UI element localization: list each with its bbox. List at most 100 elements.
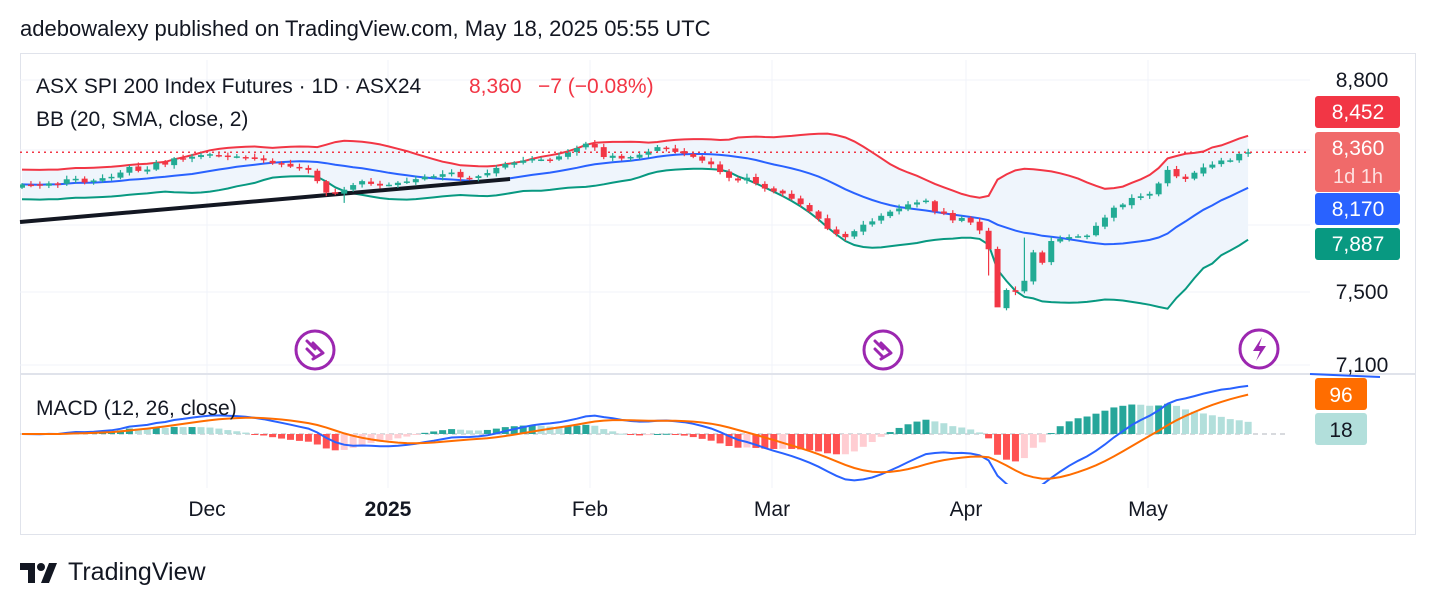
macd-histogram-bar: [967, 429, 975, 434]
candle-body: [1110, 207, 1117, 218]
time-tick-label: Dec: [188, 498, 225, 521]
macd-histogram-bar: [698, 434, 706, 439]
time-tick-label: Apr: [950, 498, 983, 521]
candle-body: [153, 162, 160, 170]
candle-body: [788, 193, 795, 199]
macd-histogram-bar: [1226, 419, 1234, 434]
macd-histogram-bar: [645, 434, 652, 436]
candle-body: [314, 170, 321, 182]
candle-body: [1075, 236, 1082, 238]
candle-body: [475, 176, 482, 178]
macd-histogram-bar: [385, 434, 393, 441]
macd-histogram-bar: [457, 429, 465, 434]
macd-histogram-bar: [752, 434, 760, 448]
lightning-icon[interactable]: [1238, 328, 1280, 370]
macd-histogram-bar: [850, 434, 858, 452]
candle-body: [394, 182, 401, 186]
candle-body: [403, 181, 410, 183]
candle-body: [690, 153, 697, 157]
forward-arrow-icon[interactable]: [294, 329, 336, 371]
candle-body: [359, 181, 366, 185]
candle-body: [556, 156, 562, 160]
macd-histogram-bar: [895, 427, 903, 434]
time-tick-label: Feb: [572, 498, 608, 521]
chart-frame: [20, 53, 1416, 535]
bb-indicator-label: BB (20, SMA, close, 2): [36, 108, 248, 131]
macd-histogram-bar: [913, 421, 921, 434]
macd-histogram-bar: [394, 434, 402, 439]
candle-body: [860, 224, 867, 232]
candle-body: [215, 155, 222, 157]
macd-histogram-bar: [376, 434, 384, 442]
candle-body: [448, 172, 455, 175]
macd-histogram-bar: [224, 430, 232, 434]
candle-body: [296, 166, 303, 169]
candle-body: [520, 160, 527, 163]
macd-histogram-bar: [904, 424, 912, 434]
macd-histogram-bar: [340, 434, 348, 450]
price-label-value: 8,170: [1332, 198, 1385, 221]
macd-histogram-bar: [1038, 434, 1046, 443]
macd-indicator-label: MACD (12, 26, close): [36, 397, 237, 420]
candle-body: [162, 161, 169, 165]
price-label-box: [1315, 96, 1400, 128]
macd-histogram-bar: [322, 434, 330, 449]
candle-body: [126, 166, 133, 173]
macd-histogram-bar: [680, 434, 688, 436]
macd-histogram-bar: [1056, 426, 1064, 434]
candle-body: [743, 177, 750, 181]
macd-histogram-bar: [591, 425, 599, 434]
macd-histogram-bar: [627, 434, 635, 436]
candle-body: [1030, 252, 1037, 282]
macd-histogram-bar: [832, 434, 840, 455]
candle-body: [976, 221, 983, 231]
macd-histogram-bar: [215, 428, 223, 434]
candle-body: [564, 152, 571, 157]
time-axis[interactable]: Dec 2025 Feb Mar Apr May: [188, 498, 1168, 521]
candle-body: [72, 178, 79, 181]
macd-histogram-bar: [573, 425, 581, 434]
macd-histogram-bar: [1244, 421, 1252, 434]
macd-histogram-bar: [1003, 434, 1010, 460]
candle-body: [287, 163, 294, 167]
macd-histogram-bar: [152, 427, 160, 434]
macd-histogram-bar: [143, 428, 151, 434]
macd-histogram-bar: [824, 434, 831, 454]
candle-body: [717, 164, 724, 173]
candle-body: [851, 231, 858, 237]
macd-histogram-bar: [134, 428, 142, 434]
candle-body: [726, 171, 733, 178]
candle-body: [833, 229, 840, 234]
candle-body: [180, 158, 187, 160]
trend-line[interactable]: [19, 177, 511, 224]
macd-histogram-bar: [466, 430, 473, 434]
price-scale[interactable]: 8,800 7,500 7,100: [1336, 69, 1389, 377]
candle-body: [573, 148, 580, 153]
macd-histogram-bar: [707, 434, 715, 441]
macd-histogram-bar: [1208, 415, 1216, 434]
candle-body: [1021, 280, 1028, 292]
macd-histogram-bar: [1011, 434, 1019, 462]
candle-body: [27, 184, 34, 187]
price-tick-label: 8,800: [1336, 69, 1389, 92]
price-label-box: [1315, 228, 1400, 260]
candle-body: [681, 151, 688, 154]
price-label-value: 7,887: [1332, 233, 1385, 256]
brand-wordmark: TradingView: [68, 558, 206, 586]
macd-value-labels: 96 18: [1315, 378, 1367, 445]
forward-arrow-icon[interactable]: [862, 329, 904, 371]
candle-body: [806, 205, 813, 212]
macd-histogram-bar: [859, 434, 867, 447]
macd-histogram-bar: [1083, 416, 1091, 434]
macd-histogram-bar: [233, 431, 241, 434]
macd-histogram-bar: [474, 430, 482, 434]
time-tick-label: May: [1128, 498, 1168, 521]
candle-body: [752, 176, 759, 184]
macd-histogram-bar: [1119, 405, 1127, 434]
macd-histogram-bar: [269, 434, 277, 438]
candle-body: [341, 189, 348, 194]
macd-histogram-bar: [761, 434, 769, 449]
macd-histogram-bar: [546, 426, 554, 434]
macd-histogram-bar: [1074, 418, 1082, 434]
